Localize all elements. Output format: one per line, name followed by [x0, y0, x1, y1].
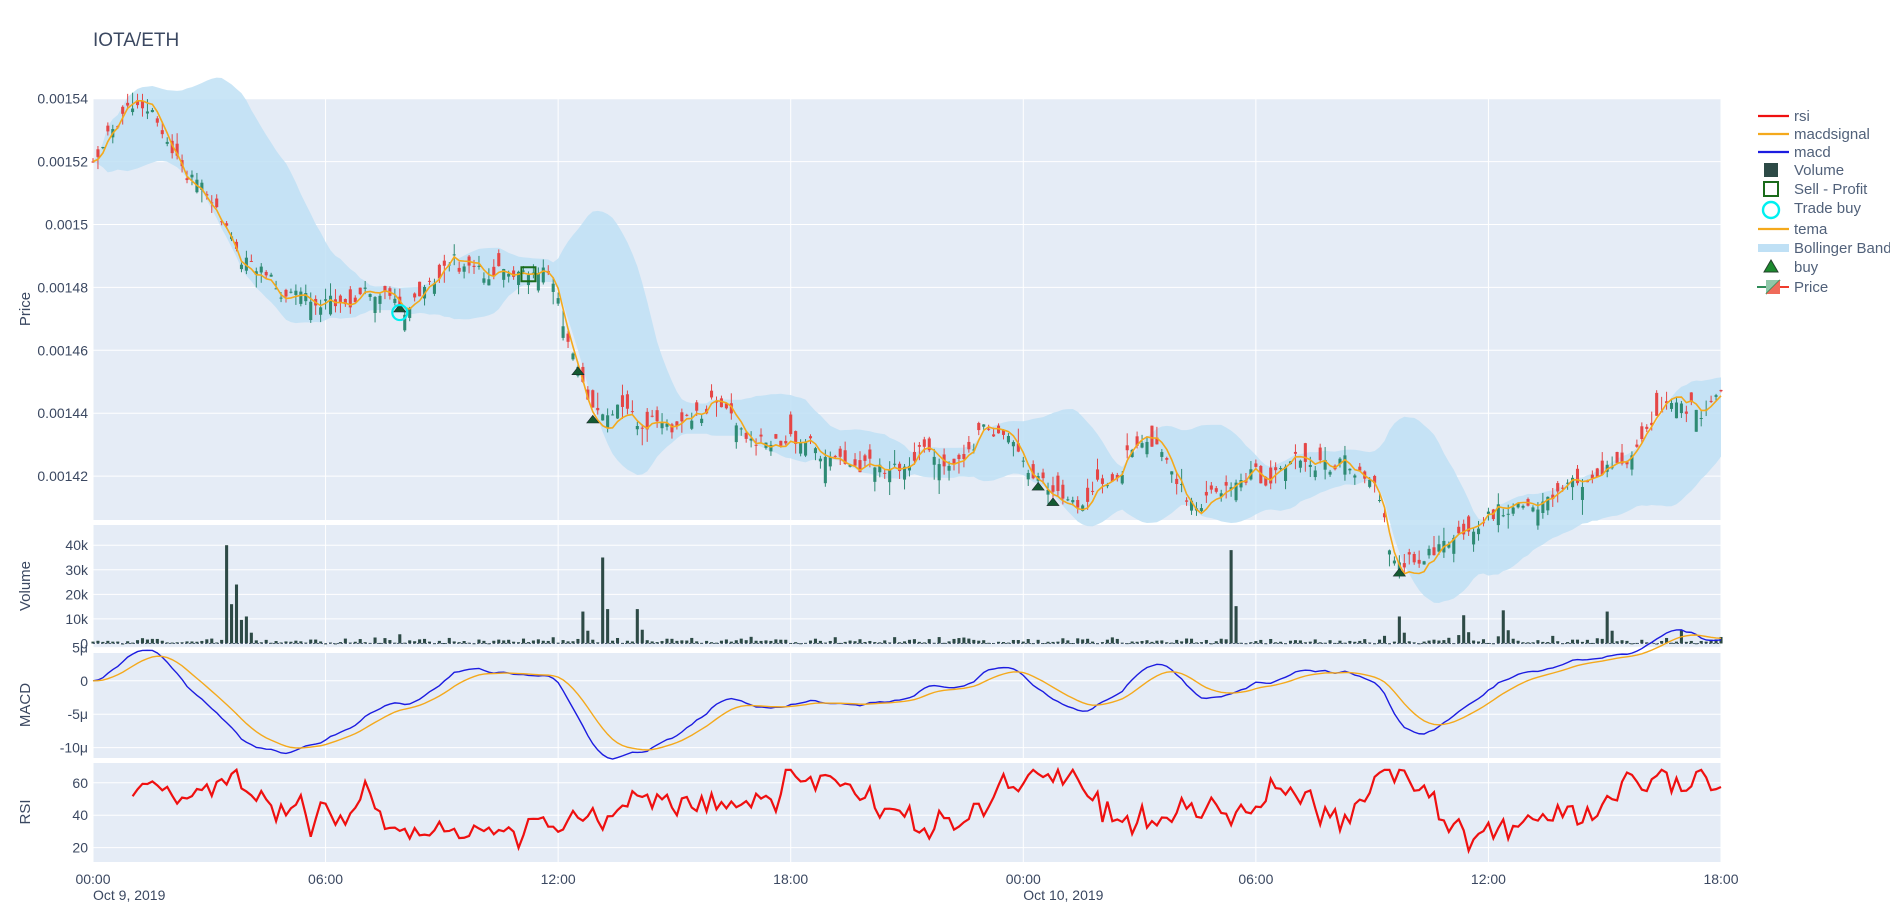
svg-text:60: 60 — [72, 775, 88, 791]
svg-text:12:00: 12:00 — [541, 871, 576, 887]
svg-text:40k: 40k — [65, 537, 89, 553]
svg-text:0.00142: 0.00142 — [37, 468, 88, 484]
svg-text:40: 40 — [72, 807, 88, 823]
svg-text:Oct 9, 2019: Oct 9, 2019 — [93, 887, 166, 903]
svg-text:18:00: 18:00 — [773, 871, 808, 887]
svg-text:0.00152: 0.00152 — [37, 154, 88, 170]
svg-text:18:00: 18:00 — [1703, 871, 1738, 887]
svg-text:Sell - Profit: Sell - Profit — [1794, 181, 1868, 198]
svg-text:MACD: MACD — [17, 683, 34, 727]
svg-text:00:00: 00:00 — [75, 871, 110, 887]
svg-text:macdsignal: macdsignal — [1794, 126, 1870, 143]
svg-text:00:00: 00:00 — [1006, 871, 1041, 887]
svg-text:Price: Price — [17, 292, 34, 326]
svg-text:Trade buy: Trade buy — [1794, 200, 1861, 217]
svg-text:12:00: 12:00 — [1471, 871, 1506, 887]
svg-text:0.00146: 0.00146 — [37, 342, 88, 358]
svg-text:RSI: RSI — [17, 799, 34, 824]
svg-text:0: 0 — [80, 673, 88, 689]
svg-text:0.0015: 0.0015 — [45, 217, 88, 233]
svg-text:macd: macd — [1794, 144, 1831, 161]
svg-text:-5μ: -5μ — [67, 706, 88, 722]
svg-text:0.00144: 0.00144 — [37, 405, 88, 421]
svg-text:Price: Price — [1794, 279, 1828, 296]
svg-text:5μ: 5μ — [72, 639, 88, 655]
svg-text:tema: tema — [1794, 221, 1828, 238]
svg-text:20: 20 — [72, 840, 88, 856]
svg-text:-10μ: -10μ — [60, 740, 88, 756]
svg-text:Bollinger Band: Bollinger Band — [1794, 240, 1890, 257]
svg-text:0.00148: 0.00148 — [37, 279, 88, 295]
svg-text:rsi: rsi — [1794, 108, 1810, 125]
svg-text:0.00154: 0.00154 — [37, 91, 88, 107]
svg-text:Oct 10, 2019: Oct 10, 2019 — [1023, 887, 1103, 903]
svg-text:buy: buy — [1794, 259, 1819, 276]
svg-text:Volume: Volume — [1794, 162, 1844, 179]
svg-text:30k: 30k — [65, 562, 89, 578]
svg-text:06:00: 06:00 — [1238, 871, 1273, 887]
svg-text:20k: 20k — [65, 586, 89, 602]
svg-text:Volume: Volume — [17, 561, 34, 611]
svg-text:06:00: 06:00 — [308, 871, 343, 887]
svg-text:10k: 10k — [65, 611, 89, 627]
